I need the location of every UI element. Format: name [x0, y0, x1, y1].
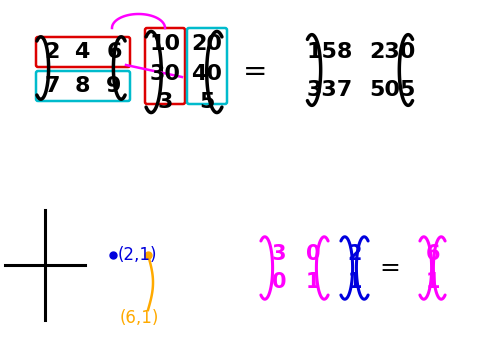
Text: 2: 2 — [348, 244, 362, 264]
Text: (2,1): (2,1) — [118, 246, 157, 264]
Text: =: = — [243, 58, 267, 86]
Text: 505: 505 — [369, 80, 415, 100]
Text: 5: 5 — [199, 92, 215, 112]
Text: =: = — [379, 256, 400, 280]
Text: 1: 1 — [348, 272, 362, 292]
Text: 230: 230 — [369, 42, 415, 62]
Text: 8: 8 — [74, 76, 90, 96]
Text: 0: 0 — [306, 244, 320, 264]
Text: 337: 337 — [307, 80, 353, 100]
Text: 3: 3 — [157, 92, 173, 112]
Text: 0: 0 — [272, 272, 286, 292]
Text: 6: 6 — [426, 244, 440, 264]
Text: 2: 2 — [45, 42, 60, 62]
Text: 10: 10 — [150, 34, 181, 54]
Text: 30: 30 — [150, 64, 181, 84]
Text: 6: 6 — [106, 42, 122, 62]
Text: (6,1): (6,1) — [120, 309, 159, 327]
Text: 9: 9 — [106, 76, 121, 96]
Text: 20: 20 — [192, 34, 223, 54]
Text: 1: 1 — [306, 272, 320, 292]
Text: 1: 1 — [426, 272, 440, 292]
Text: 40: 40 — [192, 64, 223, 84]
Text: 4: 4 — [75, 42, 90, 62]
Text: 158: 158 — [307, 42, 353, 62]
Text: 7: 7 — [44, 76, 60, 96]
Text: 3: 3 — [272, 244, 286, 264]
